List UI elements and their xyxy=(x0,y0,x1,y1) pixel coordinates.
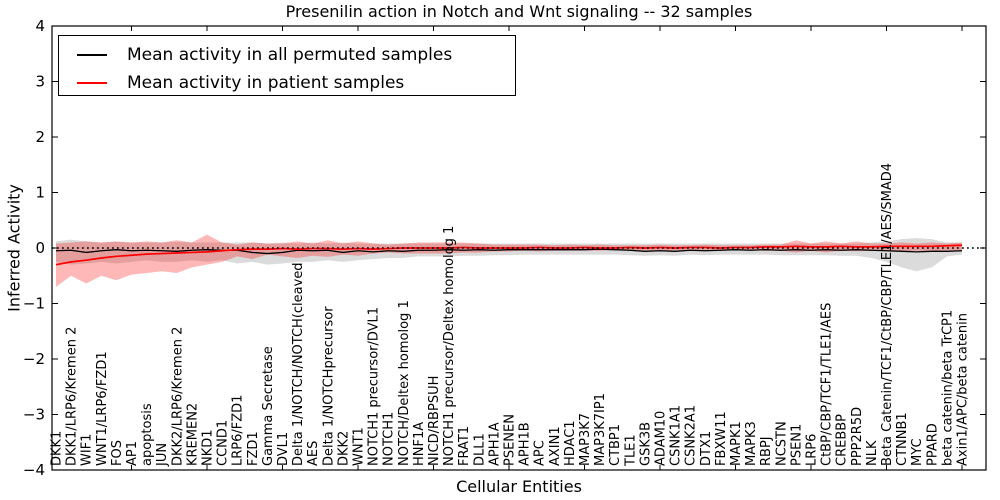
x-tick-label: APC xyxy=(533,440,548,466)
y-tick-label: 0 xyxy=(35,239,45,257)
x-tick-label: Delta 1/NOTCH/NOTCH(cleaved xyxy=(291,262,306,466)
x-tick-label: WNT1 xyxy=(352,427,367,466)
x-tick-label: PSEN1 xyxy=(789,424,804,466)
x-tick-label: TLE1 xyxy=(623,434,638,467)
x-tick-label: Delta 1/NOTCHprecursor xyxy=(321,306,336,466)
x-tick-label: NLK xyxy=(865,440,880,466)
x-tick-label: NOTCH1 precursor/Deltex homolog 1 xyxy=(442,226,457,466)
x-tick-label: DKK2/LRP6/Kremen 2 xyxy=(170,327,185,466)
y-tick-label: −2 xyxy=(23,350,45,368)
x-tick-label: NOTCH1 precursor/DVL1 xyxy=(367,307,382,466)
x-tick-label: Axin1/APC/beta catenin xyxy=(956,313,971,466)
y-tick-label: 2 xyxy=(35,128,45,146)
x-tick-label: CSNK2A1 xyxy=(684,405,699,466)
y-tick-label: 3 xyxy=(35,73,45,91)
legend-label-permuted: Mean activity in all permuted samples xyxy=(127,45,453,65)
x-tick-label: HNF1A xyxy=(412,422,427,466)
y-tick-label: 1 xyxy=(35,184,45,202)
legend-item-patient: Mean activity in patient samples xyxy=(77,69,515,97)
x-tick-label: CSNK1A1 xyxy=(669,405,684,466)
y-tick-label: 4 xyxy=(35,17,45,35)
x-tick-label: PSENEN xyxy=(503,414,518,466)
x-tick-label: beta catenin/beta TrCP1 xyxy=(940,310,955,466)
x-tick-label: HDAC1 xyxy=(563,420,578,466)
x-tick-label: NCSTN xyxy=(774,421,789,466)
x-tick-label: DTX1 xyxy=(699,431,714,466)
x-tick-label: DVL1 xyxy=(276,432,291,466)
x-tick-label: CtBP/CBP/TCF1/TLE1/AES xyxy=(820,303,835,466)
permuted-band xyxy=(56,238,962,272)
x-tick-label: LRP6/FZD1 xyxy=(231,395,246,466)
x-tick-label: CREBBP xyxy=(835,414,850,466)
x-tick-label: WNT1/LRP6/FZD1 xyxy=(95,351,110,466)
x-tick-label: AXIN1 xyxy=(548,426,563,466)
x-tick-label: CTNNB1 xyxy=(895,412,910,466)
x-tick-label: FRAT1 xyxy=(457,426,472,466)
x-tick-label: DKK1 xyxy=(50,431,65,466)
x-tick-label: MAPK1 xyxy=(729,421,744,466)
x-tick-label: NOTCH/Deltex homolog 1 xyxy=(397,300,412,466)
x-tick-label: WIF1 xyxy=(80,434,95,466)
x-tick-label: CTBP1 xyxy=(608,424,623,466)
x-tick-label: DLL1 xyxy=(472,433,487,466)
x-axis-label: Cellular Entities xyxy=(456,477,582,496)
x-tick-label: DKK1/LRP6/Kremen 2 xyxy=(65,327,80,466)
chart-title: Presenilin action in Notch and Wnt signa… xyxy=(285,2,753,21)
x-tick-label: MAPK3 xyxy=(744,421,759,466)
y-tick-label: −1 xyxy=(23,295,45,313)
x-tick-label: NOTCH1 xyxy=(382,412,397,466)
x-tick-label: AP1 xyxy=(125,441,140,466)
x-tick-label: PPP2R5D xyxy=(850,407,865,466)
legend-label-patient: Mean activity in patient samples xyxy=(127,73,405,93)
y-axis-label: Inferred Activity xyxy=(4,184,24,312)
x-tick-label: NKD1 xyxy=(201,429,216,466)
x-tick-label: Beta Catenin/TCF1/CtBP/CBP/TLE1/AES/SMAD… xyxy=(880,163,895,466)
x-tick-label: apoptosis xyxy=(140,403,155,466)
legend: Mean activity in all permuted samples Me… xyxy=(58,35,516,96)
x-tick-label: JUN xyxy=(155,443,170,467)
x-tick-label: NICD/RBPSUH xyxy=(427,376,442,466)
x-tick-label: MAP3K7IP1 xyxy=(593,393,608,466)
x-tick-label: MYC xyxy=(910,438,925,466)
x-tick-label: DKK2 xyxy=(336,431,351,466)
x-tick-label: APH1B xyxy=(518,422,533,466)
legend-line-permuted-icon xyxy=(77,54,107,56)
x-tick-label: KREMEN2 xyxy=(185,403,200,466)
patient-mean-line xyxy=(55,244,963,266)
patient-band xyxy=(56,234,962,287)
x-tick-label: RBPJ xyxy=(759,436,774,466)
x-tick-label: LRP6 xyxy=(805,434,820,466)
x-tick-label: Gamma Secretase xyxy=(261,346,276,466)
legend-line-patient-icon xyxy=(77,82,107,84)
x-tick-label: FZD1 xyxy=(246,431,261,466)
x-tick-label: PPARD xyxy=(925,423,940,466)
x-tick-label: AES xyxy=(306,441,321,466)
permuted-mean-line xyxy=(55,248,963,255)
x-tick-label: FBXW11 xyxy=(714,411,729,466)
x-tick-label: GSK3B xyxy=(638,422,653,466)
x-tick-label: CCND1 xyxy=(216,420,231,466)
x-tick-label: FOS xyxy=(110,440,125,466)
x-tick-label: MAP3K7 xyxy=(578,413,593,466)
x-tick-label: APH1A xyxy=(487,422,502,466)
y-tick-label: −4 xyxy=(23,461,45,479)
legend-item-permuted: Mean activity in all permuted samples xyxy=(77,41,515,69)
x-tick-label: ADAM10 xyxy=(654,411,669,466)
y-tick-label: −3 xyxy=(23,406,45,424)
